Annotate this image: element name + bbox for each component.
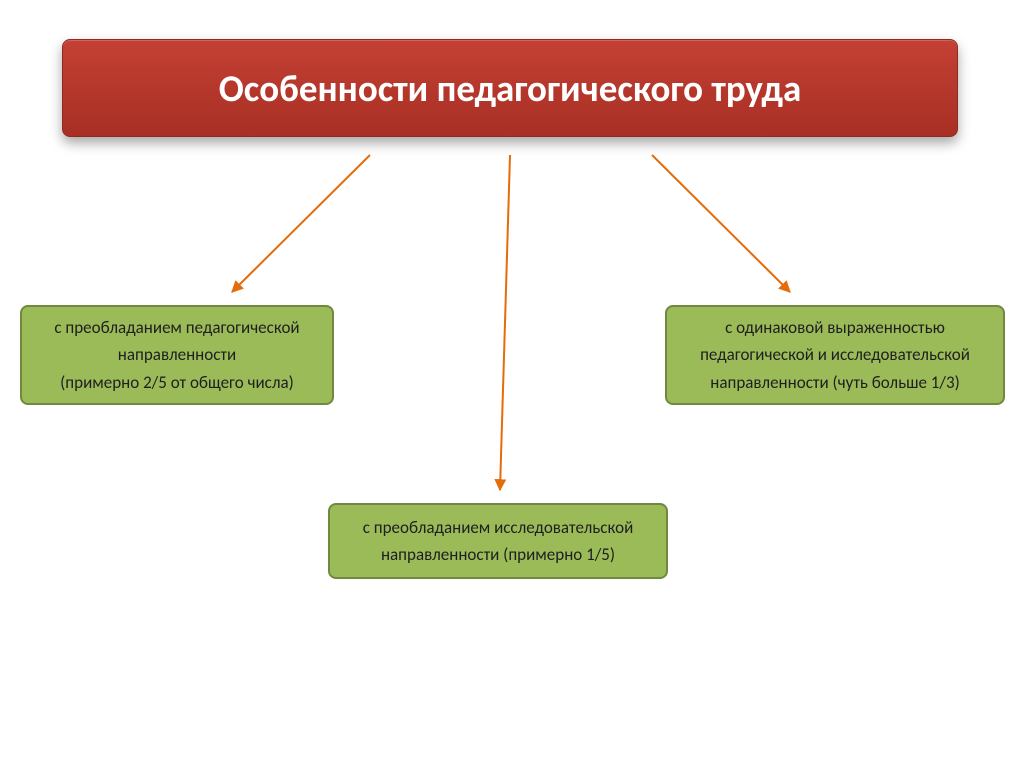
child-node-right-text: с одинаковой выраженностью педагогическо… bbox=[681, 314, 989, 396]
arrow-middle bbox=[500, 155, 510, 490]
child-node-middle-text: с преобладанием исследовательской направ… bbox=[344, 514, 652, 568]
arrow-right bbox=[652, 155, 790, 292]
title-box: Особенности педагогического труда bbox=[62, 39, 958, 137]
child-node-right: с одинаковой выраженностью педагогическо… bbox=[665, 305, 1005, 405]
child-node-middle: с преобладанием исследовательской направ… bbox=[328, 503, 668, 579]
title-text: Особенности педагогического труда bbox=[219, 66, 801, 111]
arrow-left bbox=[232, 155, 370, 292]
child-node-left: с преобладанием педагогической направлен… bbox=[20, 305, 334, 405]
child-node-left-text: с преобладанием педагогической направлен… bbox=[36, 314, 318, 396]
